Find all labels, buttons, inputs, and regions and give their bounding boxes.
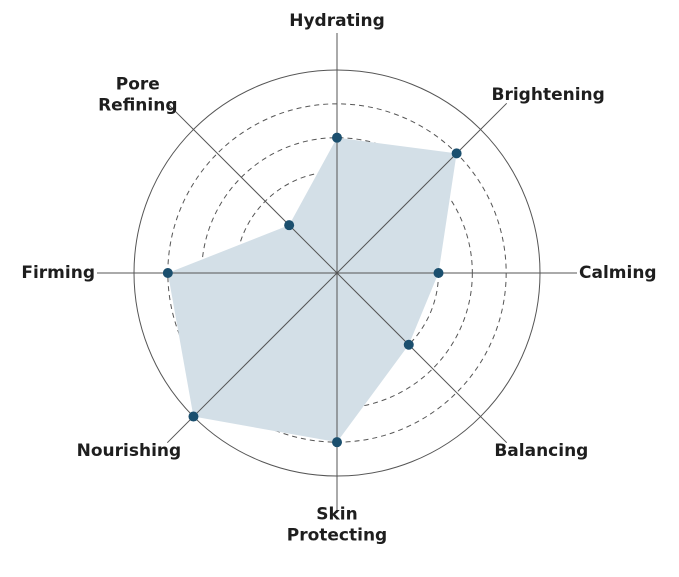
axis-label: Balancing [494, 441, 588, 461]
axis-label: Firming [21, 263, 95, 283]
axis-label: Skin Protecting [287, 505, 387, 546]
axis-label: Brightening [492, 85, 605, 105]
data-point [188, 411, 199, 422]
axis-label: Calming [579, 263, 657, 283]
data-point [451, 148, 462, 159]
axis-line [336, 102, 508, 274]
data-area [167, 137, 457, 443]
data-point [332, 437, 342, 448]
data-point [162, 268, 173, 278]
axis-line [166, 102, 338, 274]
axis-label: Hydrating [289, 11, 385, 31]
data-point [433, 268, 444, 278]
axis-label: Nourishing [77, 441, 182, 461]
data-point [332, 132, 342, 143]
data-point [403, 339, 414, 350]
axis-line [336, 272, 508, 444]
data-point [284, 220, 295, 231]
axis-label: Pore Refining [98, 74, 177, 115]
